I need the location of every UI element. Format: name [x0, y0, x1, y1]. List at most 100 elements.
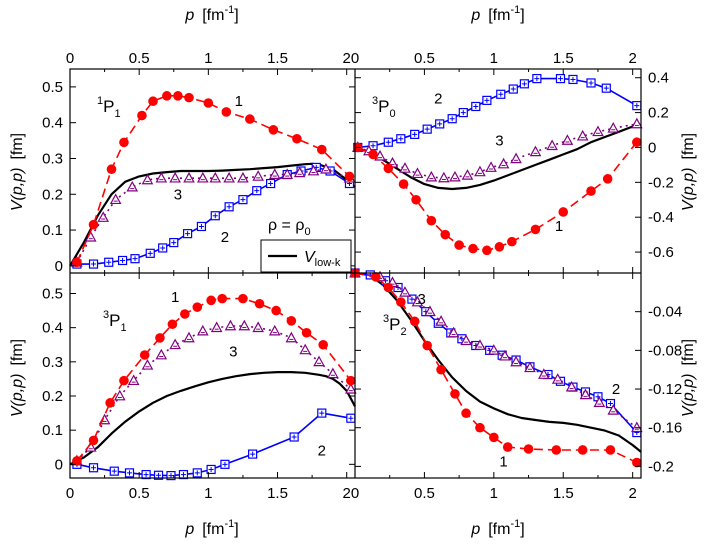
bottom-xtick-label-col0-1: 0.5 — [129, 485, 150, 502]
panel-3P1-series-2-point-13 — [317, 408, 327, 418]
top-axis-title-left: p [fm-1] — [184, 4, 238, 24]
panel-1P1-series-3-point-14 — [268, 168, 281, 179]
panel-3P1-series-1-point-5 — [155, 333, 165, 343]
bottom-axis-title-left: p [fm-1] — [184, 518, 238, 538]
panel-3P0-series-1-point-2 — [383, 163, 394, 174]
panel-3P1-series-3-point-16 — [299, 343, 312, 355]
panel-1P1-series-1-point-6 — [162, 91, 172, 101]
panel-3P2-curve-label-3: 3 — [417, 291, 425, 308]
panel-3P2-series-1-point-1 — [371, 272, 381, 282]
panel-3P0-series-2-point-8 — [458, 107, 468, 118]
panel-1P1-series-1-point-2 — [106, 164, 117, 175]
panel-3P0-series-3-point-18 — [592, 125, 604, 137]
panel-3P2-series-1-point-5 — [422, 340, 432, 351]
panel-3P2-series-3-point-5 — [424, 305, 436, 317]
panel-3P0-series-2-point-19 — [632, 101, 642, 111]
panel-3P1-series-3-point-15 — [285, 331, 298, 343]
panel-3P0-ytick-label-4: 0.2 — [648, 105, 669, 122]
panel-3P0-series-3-point-20 — [631, 117, 643, 129]
panel-3P0-ytick-label-5: 0.4 — [648, 70, 669, 87]
panel-3P0-series-1-point-1 — [368, 149, 378, 160]
panel-3P1-series-1-point-8 — [192, 302, 203, 312]
bottom-xtick-label-col1-3: 1.5 — [553, 485, 574, 502]
panel-3P0-series-3-point-9 — [461, 169, 474, 180]
panel-3P2-series-3-point-11 — [499, 349, 511, 361]
panel-3P2-series-3-point-20 — [631, 421, 643, 433]
panel-1P1-series-3-point-3 — [109, 193, 122, 205]
right-axis-title-bottom: V(p,p)[fm] — [680, 339, 697, 417]
panel-1P1-series-3-point-16 — [293, 166, 306, 178]
panel-3P0-ytick-label-2: -0.2 — [648, 174, 674, 191]
text-layer: 0 0.1 0.2 0.3 0.4 0.5 1P1 1 2 3 -0.6 -0.4 -0.2 0 0.2 0.… — [9, 4, 697, 538]
panel-3P1-series-2-point-6 — [166, 471, 176, 481]
panel-3P1-ytick-label-3: 0.3 — [42, 354, 63, 371]
panel-3P1-series-3-point-5 — [141, 358, 154, 370]
panel-1P1-ytick-label-2: 0.2 — [42, 186, 63, 203]
panel-3P1-ytick-label-0: 0 — [55, 456, 63, 473]
panel-3P1-series-3-point-18 — [327, 367, 339, 379]
panel-1P1-series-3-point-9 — [197, 171, 209, 183]
panel-3P1-series-1-point-0 — [72, 456, 82, 466]
panel-1P1-series-1-point-14 — [316, 144, 327, 155]
panel-3P0-series-2-point-14 — [532, 73, 542, 84]
panel-1P1-series-3-point-18 — [320, 162, 332, 174]
panel-3P1-series-1-point-2 — [105, 398, 115, 408]
panel-3P1-curve-label-3: 3 — [229, 344, 237, 361]
panel-3P1-series-3-point-10 — [210, 321, 223, 333]
panel-3P1-series-2-point-8 — [192, 468, 202, 478]
panel-1P1-series-3-point-15 — [281, 168, 294, 179]
panel-3P2-series-1-point-8 — [461, 408, 471, 419]
panel-3P2-series-1-point-3 — [396, 297, 406, 307]
panel-3P0-series-1-point-7 — [454, 240, 464, 250]
panel-3P0-series-3-point-8 — [449, 170, 461, 182]
panel-1P1-ytick-label-0: 0 — [55, 258, 63, 275]
bottom-xtick-label-col0-3: 1.5 — [267, 485, 288, 502]
panel-3P2-series-3-point-15 — [551, 373, 564, 384]
panel-1P1-series-2-point-10 — [210, 211, 220, 221]
left-axis-title-top: V(p,p)[fm] — [9, 133, 26, 211]
panel-3P2-series-1-point-12 — [523, 444, 534, 454]
panel-1P1-series-2-point-14 — [266, 178, 276, 189]
panel-1P1-ytick-label-3: 0.3 — [42, 150, 63, 167]
panel-3P2-series-3-point-10 — [488, 344, 500, 355]
panel-3P1-series-1-point-16 — [318, 339, 328, 350]
panel-3P2-series-3-point-17 — [579, 388, 592, 400]
panel-3P2-series-1-point-11 — [502, 442, 513, 452]
panel-3P0-series-3-point-7 — [438, 171, 450, 183]
top-xtick-label-col1-0: 0 — [351, 50, 359, 67]
panel-3P0-series-1-point-6 — [440, 229, 451, 240]
panel-3P0-series-1-point-13 — [558, 207, 569, 217]
bottom-xtick-label-col1-2: 1 — [490, 485, 498, 502]
panel-3P2-series-3-point-14 — [538, 368, 550, 379]
panel-3P0-series-2-point-7 — [447, 114, 457, 124]
panel-1P1-series-2-point-4 — [130, 254, 140, 264]
panel-3P1-series-1-point-3 — [119, 375, 129, 386]
panel-3P0-series-2-point-6 — [435, 119, 445, 129]
panel-3P1-series-3-point-9 — [197, 324, 209, 336]
panel-1P1-ytick-label-5: 0.5 — [42, 79, 63, 96]
panel-3P0-series-3-point-16 — [561, 134, 574, 145]
panel-3P1-series-1-point-10 — [217, 293, 227, 304]
panel-1P1-series-2-point-13 — [252, 186, 262, 196]
panel-3P0-ytick-label-0: -0.6 — [648, 244, 674, 261]
panel-3P1-series-1-point-6 — [167, 319, 178, 330]
panel-3P1-ytick-label-5: 0.5 — [42, 286, 63, 303]
panel-3P0-series-2-point-5 — [422, 124, 432, 134]
left-axis-title-bottom: V(p,p)[fm] — [9, 339, 26, 417]
panel-3P0-curve-label-2: 2 — [434, 91, 442, 108]
panel-3P2-ytick-label-0: -0.04 — [648, 304, 682, 321]
panel-3P1-series-3-point-8 — [183, 331, 195, 343]
top-xtick-label-col1-1: 0.5 — [414, 50, 435, 67]
panel-3P1-series-2-point-7 — [178, 469, 189, 480]
panel-1P1-ytick-label-4: 0.4 — [42, 115, 63, 132]
bottom-xtick-label-col0-2: 1 — [204, 485, 212, 502]
top-xtick-label-col0-4: 2 — [343, 50, 351, 67]
panel-3P2-series-2-point-3 — [393, 282, 403, 293]
panel-3P1-series-1-point-12 — [254, 298, 265, 309]
panel-3P2-series-3-point-16 — [565, 380, 578, 392]
panel-3P0-ytick-label-1: -0.4 — [648, 209, 674, 226]
panel-3P0-series-2-point-17 — [586, 78, 596, 88]
panel-3P1-series-1-point-17 — [346, 375, 356, 386]
